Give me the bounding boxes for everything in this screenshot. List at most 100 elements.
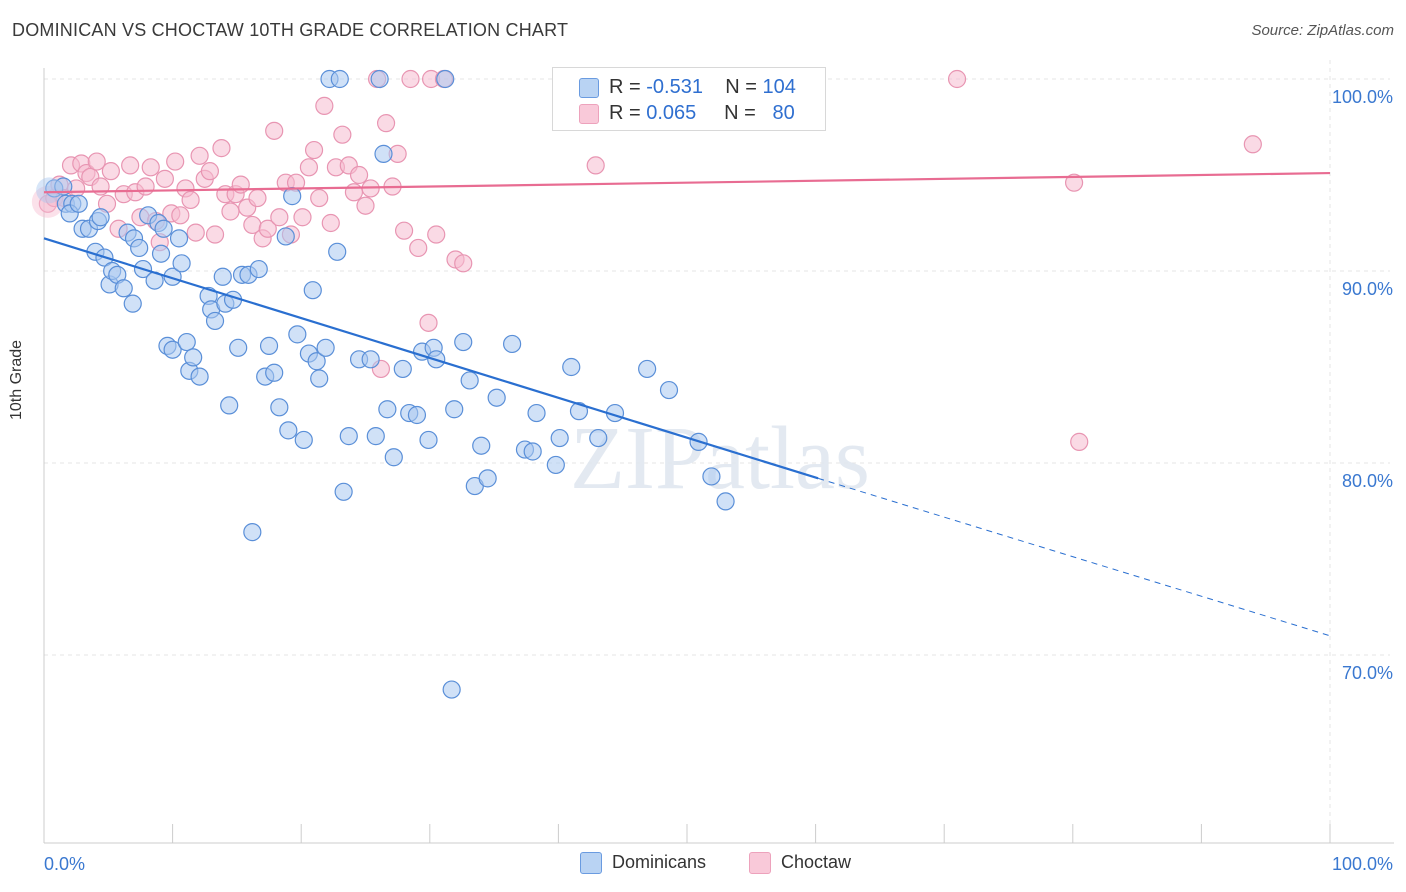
dominican-point bbox=[294, 430, 313, 450]
dominican-cluster-point bbox=[36, 177, 63, 204]
choctaw-point bbox=[1064, 173, 1084, 192]
dominican-point bbox=[276, 227, 295, 246]
choctaw-point bbox=[315, 96, 334, 115]
choctaw-point bbox=[409, 238, 428, 258]
dominican-point bbox=[151, 244, 171, 263]
dominican-point bbox=[91, 208, 110, 227]
dominican-point bbox=[487, 388, 506, 407]
dominican-point bbox=[177, 332, 196, 352]
dominican-point bbox=[163, 267, 182, 286]
choctaw-point bbox=[231, 175, 250, 194]
legend-n-value: 104 bbox=[762, 76, 796, 98]
choctaw-point bbox=[586, 156, 605, 175]
dominican-point bbox=[190, 367, 209, 386]
dominican-point bbox=[550, 428, 569, 448]
dominican-point bbox=[169, 229, 189, 248]
dominican-points bbox=[36, 69, 735, 699]
legend-r-value: -0.531 bbox=[646, 76, 703, 98]
tick-labels: 100.0% 90.0% 80.0% 70.0% 0.0% 100.0% bbox=[44, 87, 1393, 874]
choctaw-point bbox=[212, 139, 231, 158]
choctaw-point bbox=[121, 156, 140, 175]
choctaw-point bbox=[299, 158, 319, 177]
dominican-point bbox=[316, 338, 335, 357]
dominican-point bbox=[472, 436, 491, 455]
legend-swatch-blue bbox=[579, 78, 599, 98]
dominican-point bbox=[328, 242, 347, 261]
choctaw-point bbox=[265, 121, 284, 140]
dominican-point bbox=[393, 359, 412, 379]
dominican-point bbox=[303, 281, 322, 300]
watermark: ZIPatlas bbox=[570, 409, 870, 508]
choctaw-point bbox=[293, 208, 312, 227]
dominican-point bbox=[716, 492, 735, 511]
choctaw-point bbox=[248, 188, 267, 208]
dominican-point bbox=[702, 467, 721, 486]
choctaw-point bbox=[394, 221, 414, 240]
choctaw-point bbox=[258, 219, 277, 238]
dominican-point bbox=[366, 427, 385, 446]
choctaw-point bbox=[419, 313, 438, 332]
dominican-point bbox=[419, 430, 438, 450]
choctaw-point bbox=[141, 158, 160, 177]
choctaw-point bbox=[356, 196, 375, 215]
legend-r-label: R = bbox=[609, 76, 641, 98]
dominican-point bbox=[478, 469, 497, 488]
dominican-point bbox=[154, 219, 173, 238]
y-tick-label: 90.0% bbox=[1342, 279, 1393, 299]
dominican-point bbox=[288, 325, 307, 344]
dominican-point bbox=[123, 294, 142, 313]
dominican-trend-line bbox=[43, 237, 819, 480]
dominican-point bbox=[213, 267, 232, 286]
dominican-point bbox=[638, 359, 657, 379]
legend-r-label: R = bbox=[609, 102, 641, 124]
dominican-point bbox=[589, 428, 608, 448]
y-tick-label: 100.0% bbox=[1332, 87, 1393, 107]
dominican-point bbox=[163, 340, 182, 359]
choctaw-point bbox=[333, 125, 352, 144]
choctaw-point bbox=[304, 140, 324, 160]
dominican-point bbox=[259, 336, 279, 355]
dominican-point bbox=[172, 254, 191, 273]
dominican-point bbox=[184, 348, 203, 367]
dominican-point bbox=[334, 482, 353, 501]
choctaw-point bbox=[101, 162, 120, 181]
y-tick-label: 80.0% bbox=[1342, 471, 1393, 491]
dominican-point bbox=[370, 69, 389, 89]
dominican-point bbox=[114, 279, 133, 298]
dominican-point bbox=[659, 380, 679, 400]
dominican-point bbox=[562, 357, 581, 377]
dominican-point bbox=[374, 144, 393, 163]
choctaw-point bbox=[947, 69, 967, 89]
dominican-point bbox=[527, 403, 546, 423]
choctaw-point bbox=[454, 254, 473, 273]
dominican-point bbox=[407, 405, 427, 425]
choctaw-trend-line bbox=[43, 171, 1331, 194]
choctaw-point bbox=[349, 165, 369, 185]
choctaw-point bbox=[190, 146, 209, 165]
choctaw-point bbox=[181, 190, 200, 210]
bottom-legend-swatch-blue bbox=[580, 852, 602, 874]
choctaw-point bbox=[221, 202, 240, 221]
choctaw-point bbox=[401, 69, 420, 89]
bottom-legend-swatch-pink bbox=[749, 852, 771, 874]
choctaw-point bbox=[321, 213, 340, 233]
choctaw-point bbox=[270, 208, 289, 227]
dominican-point bbox=[445, 400, 464, 419]
y-tick-label: 70.0% bbox=[1342, 663, 1393, 683]
choctaw-point bbox=[186, 223, 205, 242]
source-label: Source: ZipAtlas.com bbox=[1251, 22, 1394, 39]
x-tick-label-right: 100.0% bbox=[1332, 854, 1393, 874]
dominican-point bbox=[279, 421, 298, 440]
x-tick-label-left: 0.0% bbox=[44, 854, 85, 874]
dominican-point bbox=[384, 448, 403, 467]
dominican-point bbox=[130, 238, 149, 258]
dominican-point bbox=[546, 455, 565, 475]
dominican-point bbox=[330, 69, 349, 89]
dominican-point bbox=[283, 187, 302, 206]
choctaw-point bbox=[136, 177, 155, 196]
choctaw-point bbox=[166, 152, 185, 171]
choctaw-point bbox=[376, 114, 396, 133]
dominican-point bbox=[270, 398, 289, 417]
dominican-point bbox=[339, 427, 358, 446]
dominican-point bbox=[523, 442, 542, 461]
